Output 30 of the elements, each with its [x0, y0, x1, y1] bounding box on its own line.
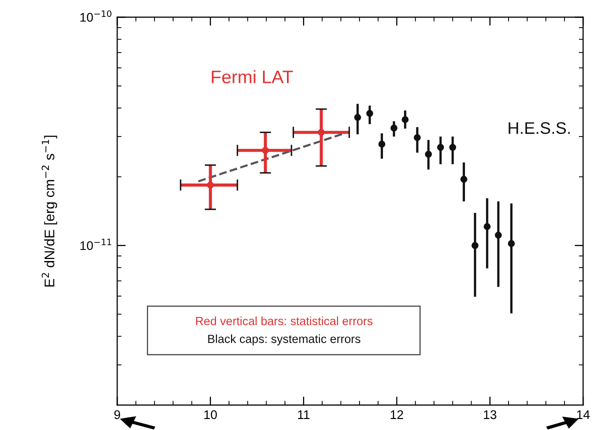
- text: H.E.S.S.: [508, 122, 570, 134]
- y-tick-label: 10$^{−10}$: [80, 10, 112, 22]
- point: [354, 114, 362, 121]
- point: [449, 144, 456, 151]
- annotation: Red vertical bars: statistical errors: [196, 316, 372, 326]
- point: [318, 128, 325, 136]
- x-tick-label: 11: [298, 410, 310, 419]
- point: [414, 134, 421, 142]
- point: [508, 240, 515, 247]
- point: [424, 150, 432, 158]
- point: [378, 140, 386, 148]
- point: [460, 176, 468, 183]
- x-tick-label: 12: [390, 410, 404, 419]
- point: [484, 223, 491, 230]
- point: [366, 110, 374, 117]
- x-tick-label: 10: [204, 410, 217, 420]
- annotation: Black caps: systematic errors: [208, 334, 360, 346]
- point: [390, 124, 398, 132]
- point: [494, 232, 502, 239]
- x-tick-label: 9: [114, 410, 120, 420]
- point: [402, 116, 409, 124]
- x-tick-label: 14: [577, 410, 590, 419]
- point: [206, 182, 214, 189]
- point: [472, 242, 479, 249]
- point: [262, 146, 269, 154]
- y-tick-label: 10$^{−11}$: [80, 238, 112, 250]
- y-axis-title: E$^{2}$ dN/dE [erg cm$^{−2}$ s$^{−1}$]: [42, 136, 58, 287]
- text: Fermi LAT: [212, 70, 293, 84]
- x-tick-label: 13: [484, 410, 496, 420]
- point: [437, 144, 444, 151]
